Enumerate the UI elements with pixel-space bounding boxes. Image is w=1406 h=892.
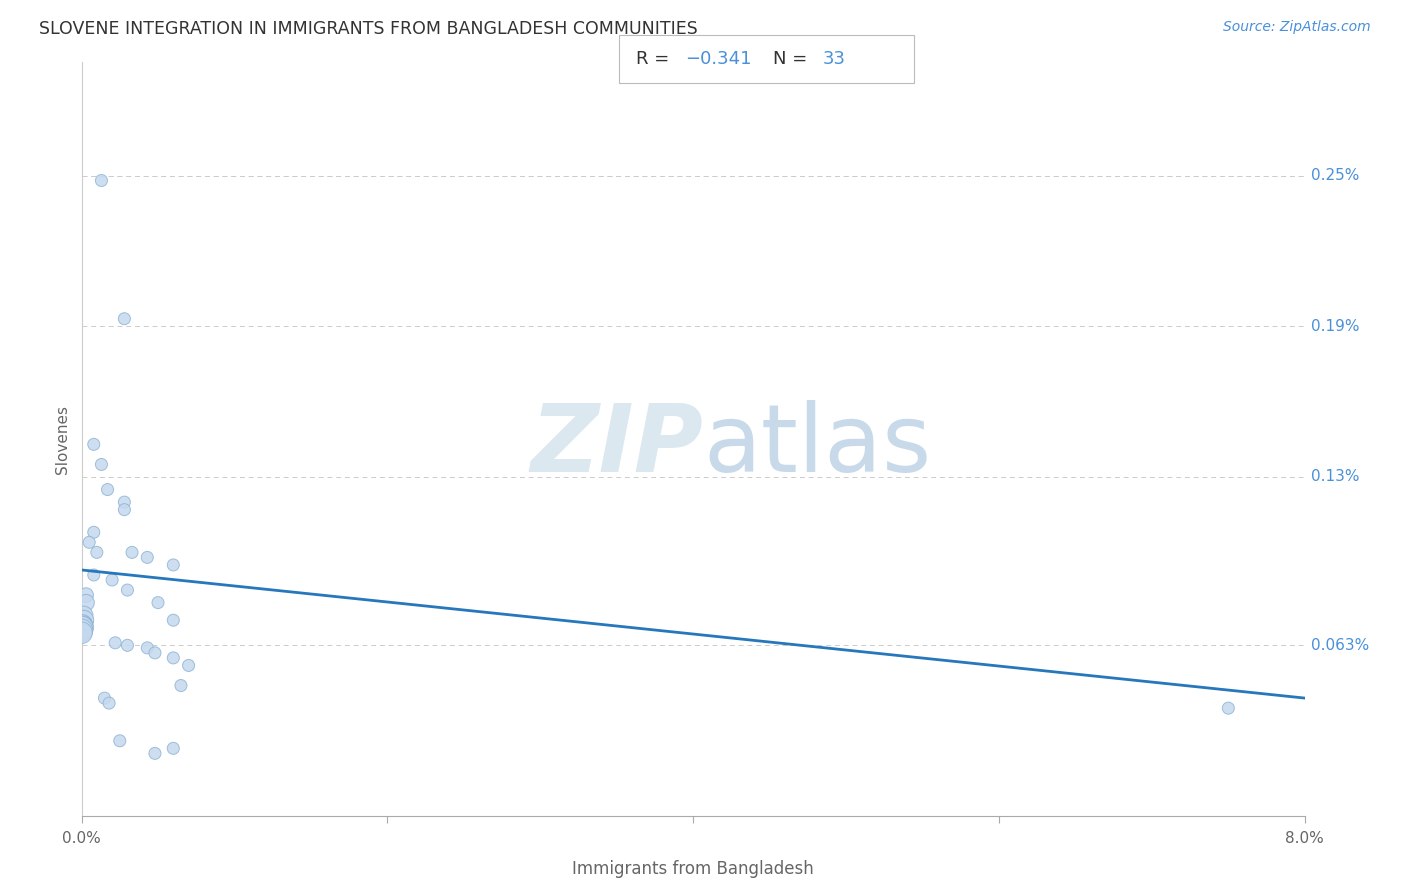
Point — [136, 550, 159, 565]
X-axis label: Immigrants from Bangladesh: Immigrants from Bangladesh — [572, 861, 814, 879]
Text: R =: R = — [636, 50, 675, 68]
Point — [117, 583, 139, 598]
Point — [112, 311, 135, 326]
Point — [70, 624, 93, 638]
Point — [108, 733, 131, 747]
Point — [112, 502, 135, 516]
Point — [70, 621, 93, 635]
Point — [162, 558, 184, 572]
Point — [121, 545, 143, 559]
Point — [83, 568, 105, 582]
Point — [70, 621, 93, 635]
Point — [90, 458, 112, 472]
Text: 0.063%: 0.063% — [1310, 638, 1369, 653]
Point — [83, 437, 105, 451]
Point — [75, 596, 97, 610]
Point — [72, 618, 94, 632]
Point — [83, 525, 105, 540]
Text: 0.13%: 0.13% — [1310, 469, 1360, 484]
Point — [117, 638, 139, 652]
Point — [96, 483, 118, 497]
Point — [143, 646, 166, 660]
Point — [70, 618, 93, 632]
Point — [170, 679, 193, 693]
Text: N =: N = — [773, 50, 813, 68]
Point — [136, 640, 159, 655]
Point — [1218, 701, 1240, 715]
Point — [162, 613, 184, 627]
Point — [90, 173, 112, 187]
Y-axis label: Slovenes: Slovenes — [55, 405, 70, 474]
Text: 0.25%: 0.25% — [1310, 168, 1360, 183]
Text: 33: 33 — [823, 50, 845, 68]
Point — [93, 691, 115, 706]
Point — [146, 596, 169, 610]
Point — [143, 747, 166, 761]
Point — [177, 658, 200, 673]
Text: Source: ZipAtlas.com: Source: ZipAtlas.com — [1223, 20, 1371, 34]
Point — [73, 608, 96, 623]
Point — [70, 625, 93, 640]
Text: −0.341: −0.341 — [685, 50, 751, 68]
Text: ZIP: ZIP — [530, 400, 703, 492]
Point — [73, 613, 96, 627]
Point — [104, 636, 127, 650]
Point — [112, 495, 135, 509]
Point — [77, 535, 100, 549]
Text: atlas: atlas — [703, 400, 931, 492]
Point — [86, 545, 108, 559]
Text: SLOVENE INTEGRATION IN IMMIGRANTS FROM BANGLADESH COMMUNITIES: SLOVENE INTEGRATION IN IMMIGRANTS FROM B… — [39, 20, 699, 37]
Point — [162, 651, 184, 665]
Point — [162, 741, 184, 756]
Point — [75, 588, 97, 602]
Point — [98, 696, 121, 710]
Point — [101, 573, 124, 587]
Text: 0.19%: 0.19% — [1310, 318, 1360, 334]
